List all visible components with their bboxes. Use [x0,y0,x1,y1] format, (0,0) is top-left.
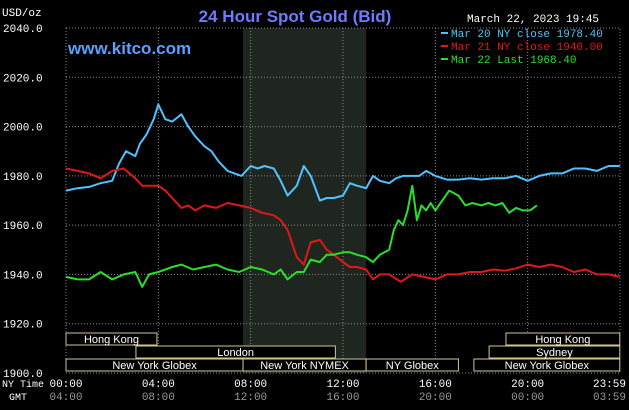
brand-watermark: www.kitco.com [67,39,191,58]
market-session-bar [365,358,459,372]
timestamp: March 22, 2023 19:45 [467,14,599,26]
legend-entry: Mar 20 NY close 1978.40 [451,29,603,41]
x-tick-label-gmt: 20:00 [419,392,452,404]
x-tick-label-ny: 20:00 [511,379,544,391]
y-tick-label: 2020.0 [3,73,43,85]
grid [65,27,621,374]
market-session-bar [505,332,621,346]
x-tick-label-gmt: 03:59 [593,392,626,404]
legend-entry: Mar 21 NY close 1940.00 [451,42,603,54]
y-tick-label: 1980.0 [3,172,43,184]
x-tick-label-ny: 04:00 [142,379,175,391]
series-line-3 [65,184,538,288]
y-tick-label: 1940.0 [3,270,43,282]
x-tick-label-ny: 00:00 [49,379,82,391]
y-tick-label: 1900.0 [3,369,43,381]
x-tick-label-ny: 08:00 [234,379,267,391]
market-session-label: New York NYMEX [260,360,349,372]
series-line-2 [65,167,621,283]
x-tick-label-ny: 12:00 [326,379,359,391]
ny-time-axis-label: NY Time [2,379,44,391]
market-session-label: Sydney [536,347,573,359]
chart-title: 24 Hour Spot Gold (Bid) [199,7,392,26]
market-session-bar [473,358,621,372]
x-tick-label-gmt: 04:00 [49,392,82,404]
legend-entry: Mar 22 Last 1968.40 [451,55,576,67]
y-tick-label: 1920.0 [3,320,43,332]
x-tick-label-gmt: 00:00 [511,392,544,404]
y-unit-label: USD/oz [2,8,42,20]
market-session-label: Hong Kong [84,334,139,346]
series-line-1 [65,103,620,202]
market-sessions: Hong Kong London New York Globex New York N… [65,332,621,372]
x-tick-label-gmt: 16:00 [326,392,359,404]
gmt-axis-label: GMT [9,393,27,404]
y-tick-label: 2000.0 [3,123,43,135]
market-session-bar [488,345,621,359]
x-tick-label-gmt: 08:00 [142,392,175,404]
nymex-highlight-band [243,28,367,373]
market-session-label: New York Globex [112,360,197,372]
y-tick-label: 1960.0 [3,221,43,233]
series-lines [65,103,621,288]
x-tick-label-ny: 16:00 [419,379,452,391]
x-tick-label-ny: 23:59 [593,379,626,391]
market-session-label: London [217,347,254,359]
market-session-bar [65,332,158,346]
x-tick-label-gmt: 12:00 [234,392,267,404]
market-session-bar [135,345,336,359]
plot-frame [65,27,621,374]
market-session-label: New York Globex [505,360,590,372]
market-session-label: NY Globex [386,360,439,372]
y-tick-label: 2040.0 [3,24,43,36]
market-session-label: Hong Kong [535,334,590,346]
